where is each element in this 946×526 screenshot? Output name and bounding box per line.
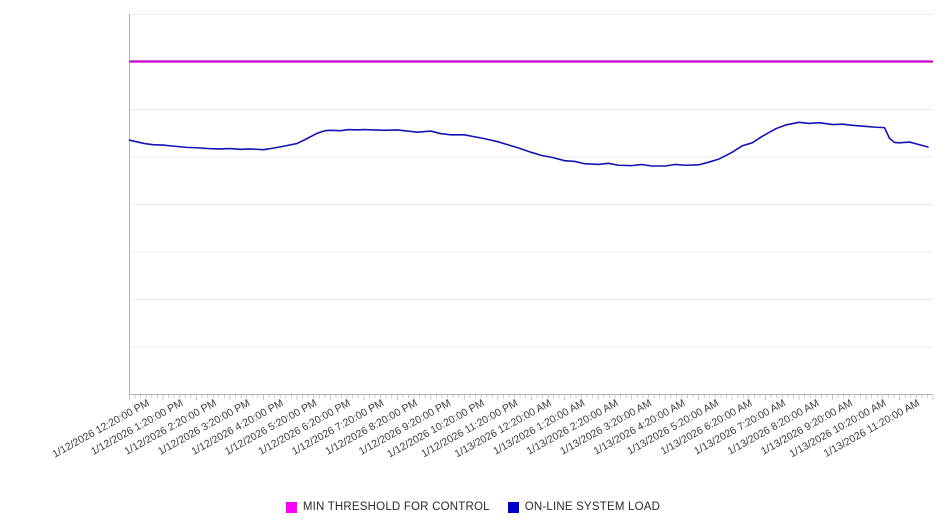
legend-label-online-system-load: ON-LINE SYSTEM LOAD: [524, 501, 661, 513]
legend-swatch-magenta-icon: [285, 501, 297, 513]
legend-swatch-blue-icon: [507, 501, 519, 513]
online-system-load-line: [128, 121, 929, 167]
legend-label-min-threshold: MIN THRESHOLD FOR CONTROL: [302, 501, 490, 513]
chart-legend: MIN THRESHOLD FOR CONTROL ON-LINE SYSTEM…: [0, 496, 946, 518]
legend-item-online-system-load[interactable]: ON-LINE SYSTEM LOAD: [507, 501, 661, 513]
x-axis-ticks: [129, 395, 934, 400]
legend-item-min-threshold[interactable]: MIN THRESHOLD FOR CONTROL: [285, 501, 490, 513]
